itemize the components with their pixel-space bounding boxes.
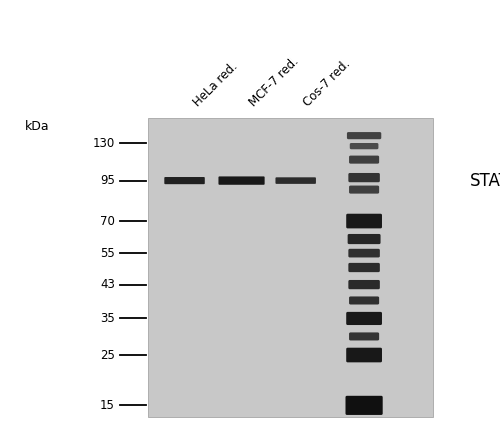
FancyBboxPatch shape — [348, 263, 380, 272]
Text: STAT1: STAT1 — [470, 171, 500, 190]
Text: MCF-7 red.: MCF-7 red. — [246, 55, 301, 109]
Text: 25: 25 — [100, 349, 115, 361]
FancyBboxPatch shape — [276, 177, 316, 184]
FancyBboxPatch shape — [347, 132, 382, 139]
Text: 43: 43 — [100, 278, 115, 291]
FancyBboxPatch shape — [349, 333, 379, 341]
FancyBboxPatch shape — [164, 177, 205, 184]
Text: 15: 15 — [100, 399, 115, 412]
FancyBboxPatch shape — [346, 312, 382, 325]
Text: Cos-7 red.: Cos-7 red. — [301, 57, 352, 109]
FancyBboxPatch shape — [148, 118, 433, 417]
Text: HeLa red.: HeLa red. — [191, 59, 240, 109]
FancyBboxPatch shape — [349, 297, 379, 305]
Text: kDa: kDa — [25, 120, 50, 133]
FancyBboxPatch shape — [348, 234, 380, 244]
Text: 70: 70 — [100, 214, 115, 228]
FancyBboxPatch shape — [346, 348, 382, 362]
FancyBboxPatch shape — [348, 173, 380, 182]
Text: 55: 55 — [100, 246, 115, 260]
Text: 95: 95 — [100, 174, 115, 187]
Text: 130: 130 — [93, 137, 115, 150]
FancyBboxPatch shape — [349, 155, 379, 164]
FancyBboxPatch shape — [348, 249, 380, 258]
FancyBboxPatch shape — [346, 396, 383, 415]
Text: 35: 35 — [100, 312, 115, 325]
FancyBboxPatch shape — [346, 214, 382, 228]
FancyBboxPatch shape — [350, 143, 378, 149]
FancyBboxPatch shape — [348, 280, 380, 289]
FancyBboxPatch shape — [349, 186, 379, 194]
FancyBboxPatch shape — [218, 176, 264, 185]
